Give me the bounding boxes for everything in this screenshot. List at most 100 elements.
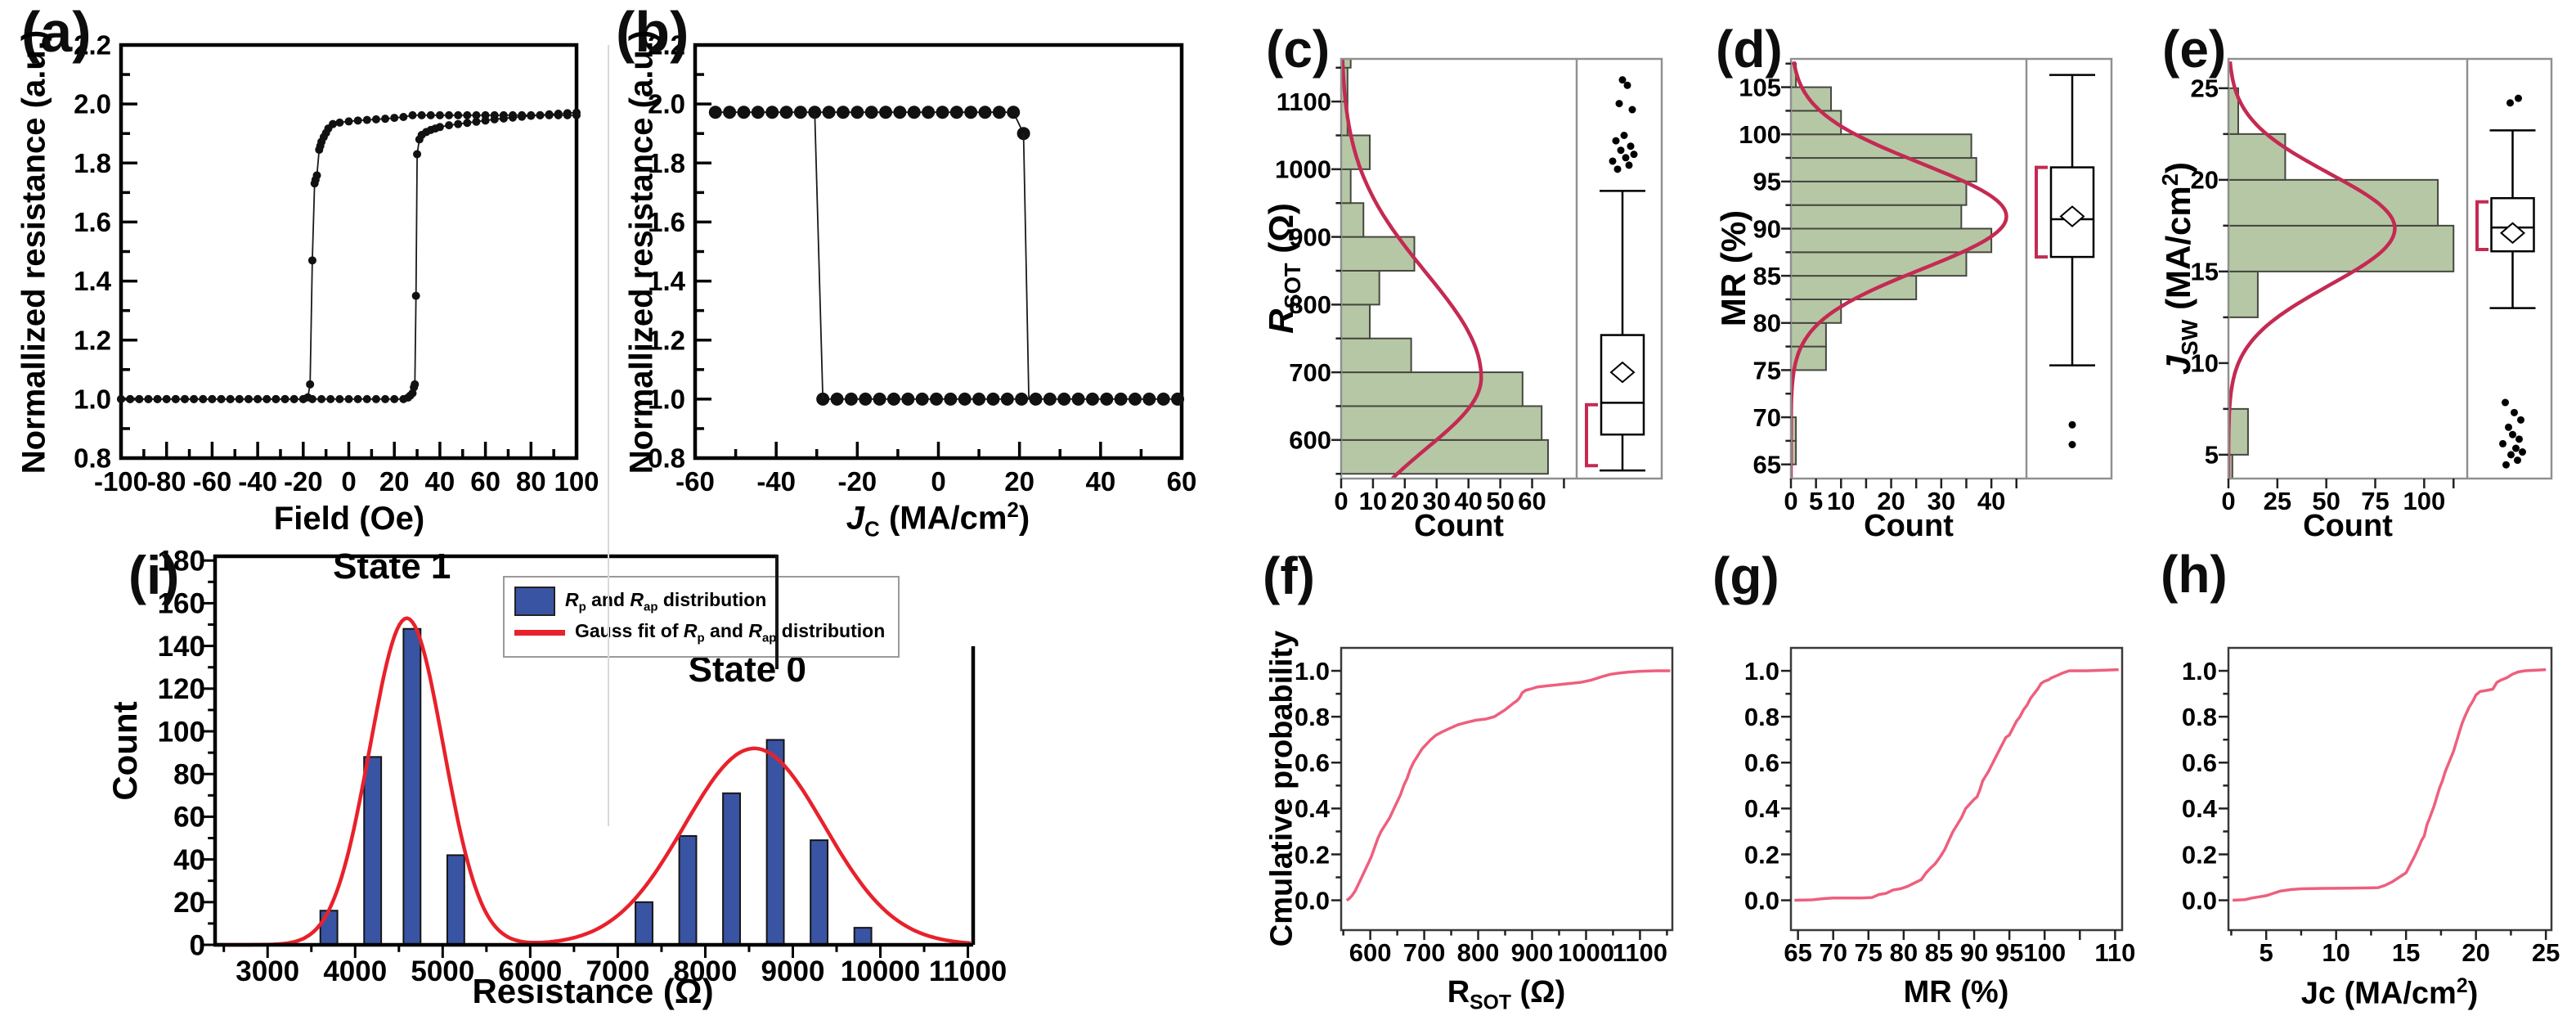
svg-text:5000: 5000 — [411, 955, 474, 987]
svg-text:-80: -80 — [147, 466, 186, 497]
svg-text:95: 95 — [1995, 938, 2023, 967]
svg-text:140: 140 — [158, 631, 205, 663]
legend-box: Rp and Rap distribution Gauss fit of Rp … — [503, 576, 900, 658]
panel-c-plot: 0 10 20 30 40 50 60 600 700 800 900 1000 1100 — [1275, 57, 1663, 515]
svg-text:85: 85 — [1753, 262, 1781, 290]
svg-text:1.2: 1.2 — [648, 325, 685, 355]
svg-text:800: 800 — [1457, 938, 1500, 967]
svg-text:0.8: 0.8 — [74, 443, 111, 474]
panel-i-ylabel: Count — [105, 701, 144, 801]
svg-text:2.0: 2.0 — [74, 89, 111, 119]
panel-f: 600 700 800 900 1000 1100 0.0 0.2 0.4 0.6 0.8 1.0 (… — [1259, 542, 1709, 1016]
state-1-annotation: State 1 — [333, 546, 451, 587]
panel-e-plot: 0 25 50 75 100 5 10 15 20 25 — [2191, 57, 2553, 515]
svg-text:1.6: 1.6 — [648, 207, 685, 237]
svg-text:7000: 7000 — [586, 955, 649, 987]
panel-h-xlabel: Jc (MA/cm2) — [2300, 975, 2479, 1011]
panel-h: 5 10 15 20 25 0.0 0.2 0.4 0.6 0.8 1.0 (h) Jc (MA/c… — [2159, 542, 2576, 1016]
svg-text:0.8: 0.8 — [648, 443, 685, 474]
svg-text:0.8: 0.8 — [1295, 703, 1330, 731]
svg-text:90: 90 — [1753, 214, 1781, 243]
svg-text:1.0: 1.0 — [1744, 657, 1779, 686]
svg-text:8000: 8000 — [674, 955, 738, 987]
svg-text:1.6: 1.6 — [74, 207, 111, 237]
panel-f-xlabel: RSOT (Ω) — [1447, 975, 1566, 1014]
figure-seam-frame-edge — [775, 555, 779, 669]
panel-g: 65 70 75 80 85 90 95 100 110 0.0 0.2 0.4 0.6 0.8 1.0 (… — [1709, 542, 2159, 1016]
svg-text:10: 10 — [1359, 487, 1387, 515]
panel-d-letter: (d) — [1716, 20, 1783, 79]
svg-text:120: 120 — [158, 673, 205, 705]
svg-text:1.0: 1.0 — [648, 384, 685, 414]
figure-seam-vertical — [608, 45, 609, 826]
panel-i-letter: (i) — [128, 545, 180, 605]
svg-text:-60: -60 — [675, 466, 715, 497]
panel-i-plot: 3000 4000 5000 6000 7000 8000 9000 10000 11000 0 2… — [158, 545, 1008, 987]
svg-text:1.0: 1.0 — [74, 384, 111, 414]
legend-label: Gauss fit of Rp and Rap distribution — [575, 619, 886, 645]
svg-text:40: 40 — [425, 466, 456, 497]
svg-text:110: 110 — [2094, 938, 2135, 967]
svg-text:1.0: 1.0 — [1295, 657, 1330, 686]
svg-text:25: 25 — [2532, 938, 2560, 967]
svg-text:80: 80 — [516, 466, 546, 497]
svg-text:6000: 6000 — [498, 955, 562, 987]
svg-text:1.8: 1.8 — [74, 148, 111, 178]
svg-text:1100: 1100 — [1277, 88, 1331, 116]
svg-text:0.6: 0.6 — [1744, 749, 1779, 777]
svg-text:0.2: 0.2 — [1744, 840, 1779, 869]
svg-text:0.0: 0.0 — [2182, 886, 2217, 915]
svg-text:0.4: 0.4 — [1295, 794, 1331, 823]
svg-text:25: 25 — [2191, 74, 2219, 103]
panel-a-ylabel: Normallized resistance (a.u.) — [16, 29, 52, 474]
svg-text:-40: -40 — [756, 466, 796, 497]
svg-text:-60: -60 — [193, 466, 232, 497]
svg-text:75: 75 — [1855, 938, 1883, 967]
svg-text:0.6: 0.6 — [2182, 749, 2217, 777]
panel-a-xlabel: Field (Oe) — [273, 501, 425, 537]
svg-text:600: 600 — [1289, 426, 1331, 455]
svg-text:70: 70 — [1753, 403, 1781, 432]
svg-text:30: 30 — [1423, 487, 1451, 515]
svg-text:20: 20 — [379, 466, 410, 497]
svg-text:65: 65 — [1784, 938, 1811, 967]
svg-text:0.0: 0.0 — [1744, 886, 1779, 915]
panel-c: 0 10 20 30 40 50 60 600 700 800 900 1000 1100 (c) RS… — [1259, 0, 1709, 543]
svg-text:2.0: 2.0 — [648, 89, 685, 119]
svg-text:0: 0 — [1334, 487, 1348, 515]
svg-text:1000: 1000 — [1558, 938, 1614, 967]
svg-text:700: 700 — [1403, 938, 1446, 967]
panel-g-xlabel: MR (%) — [1903, 975, 2009, 1009]
svg-text:0: 0 — [2221, 487, 2235, 515]
svg-text:1.0: 1.0 — [2182, 657, 2217, 686]
svg-text:0: 0 — [931, 466, 945, 497]
svg-text:180: 180 — [158, 545, 205, 577]
svg-text:0.4: 0.4 — [2182, 794, 2218, 823]
svg-text:10: 10 — [2191, 349, 2219, 378]
svg-text:160: 160 — [158, 588, 205, 620]
svg-text:800: 800 — [1289, 290, 1331, 319]
svg-text:1.4: 1.4 — [648, 266, 686, 296]
panel-i-xlabel: Resistance (Ω) — [472, 972, 714, 1010]
svg-text:10: 10 — [2322, 938, 2349, 967]
svg-text:5: 5 — [2205, 441, 2219, 470]
svg-text:100: 100 — [158, 716, 205, 748]
svg-text:0.4: 0.4 — [1744, 794, 1780, 823]
svg-text:40: 40 — [1085, 466, 1115, 497]
svg-text:-40: -40 — [238, 466, 277, 497]
svg-text:60: 60 — [1167, 466, 1197, 497]
svg-text:1100: 1100 — [1613, 938, 1667, 967]
svg-text:65: 65 — [1753, 451, 1781, 479]
svg-text:0.8: 0.8 — [1744, 703, 1779, 731]
svg-text:100: 100 — [2403, 487, 2445, 515]
panel-a-letter: (a) — [21, 0, 92, 64]
panel-h-letter: (h) — [2161, 545, 2228, 604]
panel-d: 0 5 10 20 30 40 65 70 75 80 85 90 95 100 105 (d) MR (%… — [1709, 0, 2159, 543]
svg-text:20: 20 — [2462, 938, 2489, 967]
svg-text:3000: 3000 — [236, 955, 299, 987]
svg-text:11000: 11000 — [929, 955, 1007, 987]
svg-text:0: 0 — [190, 929, 205, 961]
svg-text:900: 900 — [1289, 223, 1331, 251]
